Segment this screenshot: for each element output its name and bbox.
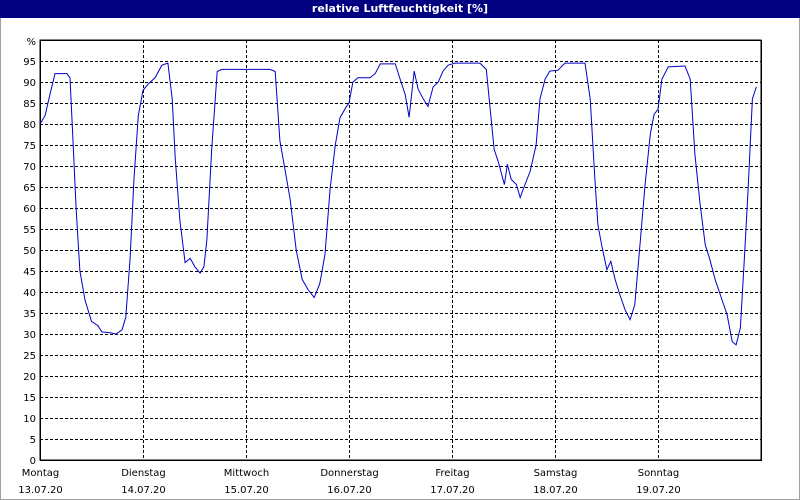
y-tick-label: 65 <box>23 183 36 194</box>
y-tick-label: 55 <box>23 225 36 236</box>
chart-title: relative Luftfeuchtigkeit [%] <box>312 2 488 15</box>
x-tick-date: 14.07.20 <box>121 485 166 496</box>
y-axis-label: % <box>26 37 36 48</box>
y-tick-label: 70 <box>23 162 36 173</box>
y-tick-label: 60 <box>23 204 36 215</box>
x-tick-label: Dienstag <box>121 468 166 479</box>
y-tick-label: 95 <box>23 57 36 68</box>
y-tick-label: 80 <box>23 120 36 131</box>
x-tick-label: Mittwoch <box>224 468 269 479</box>
x-tick-date: 19.07.20 <box>636 485 681 496</box>
y-tick-label: 45 <box>23 267 36 278</box>
y-tick-label: 20 <box>23 372 36 383</box>
y-tick-label: 5 <box>30 435 36 446</box>
plot-border <box>40 40 762 461</box>
x-tick-date: 13.07.20 <box>18 485 63 496</box>
y-tick-label: 0 <box>30 456 36 467</box>
title-bar <box>0 0 800 18</box>
y-tick-label: 40 <box>23 288 36 299</box>
y-tick-label: 50 <box>23 246 36 257</box>
x-tick-label: Donnerstag <box>320 468 378 479</box>
y-tick-label: 85 <box>23 99 36 110</box>
y-tick-label: 35 <box>23 309 36 320</box>
y-tick-label: 75 <box>23 141 36 152</box>
x-tick-date: 18.07.20 <box>533 485 578 496</box>
x-tick-label: Sonntag <box>638 468 680 479</box>
x-tick-label: Samstag <box>534 468 578 479</box>
x-tick-label: Freitag <box>435 468 469 479</box>
data-line <box>39 62 757 346</box>
y-tick-label: 25 <box>23 351 36 362</box>
x-tick-date: 16.07.20 <box>327 485 372 496</box>
x-tick-date: 15.07.20 <box>224 485 269 496</box>
y-tick-label: 10 <box>23 414 36 425</box>
y-tick-label: 30 <box>23 330 36 341</box>
x-tick-date: 17.07.20 <box>430 485 475 496</box>
y-tick-label: 90 <box>23 78 36 89</box>
x-tick-label: Montag <box>22 468 59 479</box>
y-tick-label: 15 <box>23 393 36 404</box>
